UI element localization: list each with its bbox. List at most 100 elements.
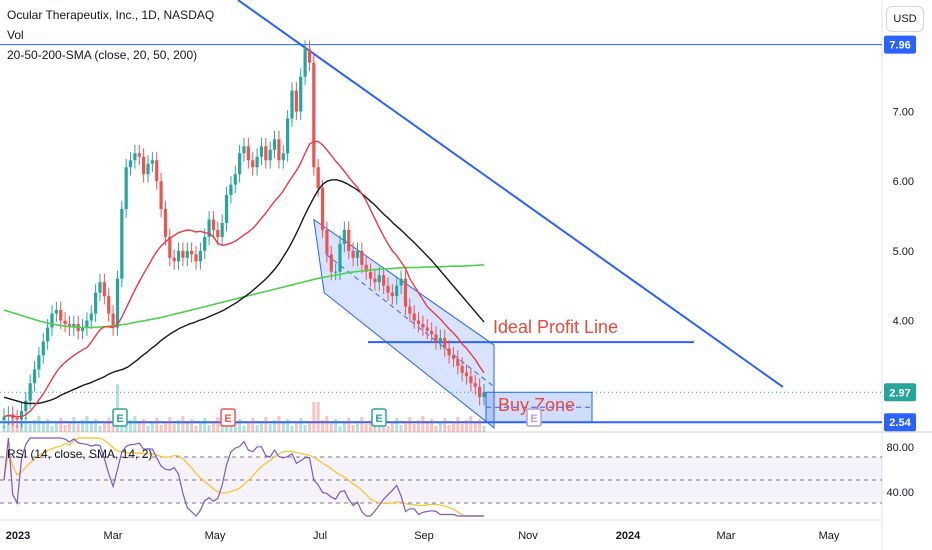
volume-bar bbox=[94, 419, 98, 432]
candle-body bbox=[146, 163, 150, 175]
volume-bar bbox=[85, 416, 89, 432]
sma50-line bbox=[3, 179, 485, 405]
volume-bar bbox=[163, 421, 167, 432]
candle-body bbox=[399, 278, 403, 286]
candle-body bbox=[451, 355, 456, 359]
time-tick-label: Jul bbox=[313, 530, 327, 542]
volume-bar bbox=[146, 426, 150, 432]
earnings-marker-label: E bbox=[375, 413, 382, 425]
candle-body bbox=[355, 250, 360, 258]
volume-bar bbox=[115, 384, 119, 432]
volume-bar bbox=[325, 416, 329, 432]
volume-bar bbox=[273, 420, 277, 432]
volume-bar bbox=[395, 418, 399, 432]
candle-body bbox=[259, 146, 264, 157]
candle-body bbox=[98, 282, 102, 293]
candle-body bbox=[395, 285, 399, 297]
earnings-marker bbox=[220, 408, 236, 427]
volume-bar bbox=[460, 424, 464, 432]
time-tick-label: May bbox=[205, 530, 226, 542]
candle-body bbox=[390, 292, 394, 297]
volume-bar bbox=[242, 426, 246, 432]
volume-bar bbox=[159, 425, 163, 432]
volume-bar bbox=[386, 426, 390, 432]
price-tick-label: 6.00 bbox=[893, 176, 914, 188]
volume-bar bbox=[451, 421, 455, 432]
candle-body bbox=[107, 296, 111, 314]
candle-body bbox=[473, 383, 477, 387]
volume-bar bbox=[316, 402, 320, 432]
candle-body bbox=[386, 285, 390, 293]
volume-bar bbox=[211, 421, 215, 432]
candle-body bbox=[299, 76, 303, 112]
earnings-marker bbox=[371, 408, 387, 427]
volume-label: Vol bbox=[7, 28, 24, 42]
candle-body bbox=[325, 229, 329, 255]
candle-body bbox=[2, 416, 6, 421]
time-tick-label: 2024 bbox=[616, 530, 641, 542]
volume-bar bbox=[465, 420, 469, 432]
volume-bar bbox=[207, 425, 211, 432]
volume-bar bbox=[294, 422, 298, 432]
candle-body bbox=[32, 369, 37, 384]
volume-bar bbox=[473, 423, 477, 432]
price-tick-label: 5.00 bbox=[893, 246, 914, 258]
volume-bar bbox=[107, 418, 111, 432]
candle-body bbox=[111, 313, 115, 328]
volume-bar bbox=[299, 418, 303, 432]
volume-bar bbox=[307, 421, 311, 432]
volume-bar bbox=[50, 426, 54, 432]
volume-bar bbox=[338, 426, 342, 432]
candle-body bbox=[303, 48, 307, 77]
volume-bar bbox=[351, 425, 355, 432]
volume-bar bbox=[2, 426, 6, 432]
volume-bar bbox=[59, 418, 63, 432]
price-tag-label: 2.97 bbox=[889, 387, 910, 399]
candle-body bbox=[272, 139, 277, 150]
candle-body bbox=[19, 411, 24, 420]
volume-bar bbox=[469, 416, 473, 432]
volume-bar bbox=[355, 421, 359, 432]
candle-body bbox=[133, 153, 137, 161]
price-tag-label: 2.54 bbox=[889, 417, 911, 429]
volume-bar bbox=[303, 425, 307, 432]
candle-body bbox=[89, 313, 93, 321]
candle-body bbox=[150, 160, 154, 164]
volume-bar bbox=[142, 419, 146, 432]
volume-bar bbox=[482, 426, 486, 432]
price-tag bbox=[884, 35, 916, 54]
earnings-marker bbox=[112, 408, 128, 427]
rsi-legend: RSI (14, close, SMA, 14, 2) bbox=[7, 447, 153, 461]
volume-bars bbox=[2, 384, 486, 432]
candle-body bbox=[277, 139, 281, 161]
volume-bar bbox=[33, 420, 37, 432]
volume-bar bbox=[290, 426, 294, 432]
volume-bar bbox=[76, 424, 80, 432]
candle-body bbox=[416, 320, 421, 324]
candle-body bbox=[246, 146, 250, 161]
candle-body bbox=[255, 156, 259, 168]
sma-legend: 20-50-200-SMA (close, 20, 50, 200) bbox=[7, 48, 198, 62]
candle-body bbox=[211, 219, 216, 230]
candle-body bbox=[342, 229, 346, 244]
volume-bar bbox=[369, 420, 373, 432]
volume-bar bbox=[194, 426, 198, 432]
candle-body bbox=[482, 392, 486, 398]
time-tick-label: Nov bbox=[518, 530, 538, 542]
candle-body bbox=[194, 254, 198, 262]
volume-bar bbox=[63, 425, 67, 432]
rsi-sma-line bbox=[3, 437, 484, 517]
candle-body bbox=[290, 90, 294, 119]
currency-button[interactable]: USD bbox=[886, 6, 924, 32]
candle-body bbox=[80, 327, 85, 331]
candle-body bbox=[181, 250, 185, 258]
candle-body bbox=[128, 160, 133, 168]
candle-body bbox=[72, 324, 76, 328]
volume-bar bbox=[137, 423, 141, 432]
volume-bar bbox=[255, 425, 259, 432]
volume-bar bbox=[321, 420, 325, 432]
volume-bar bbox=[399, 425, 403, 432]
candle-body bbox=[412, 313, 416, 321]
volume-bar bbox=[233, 423, 237, 432]
